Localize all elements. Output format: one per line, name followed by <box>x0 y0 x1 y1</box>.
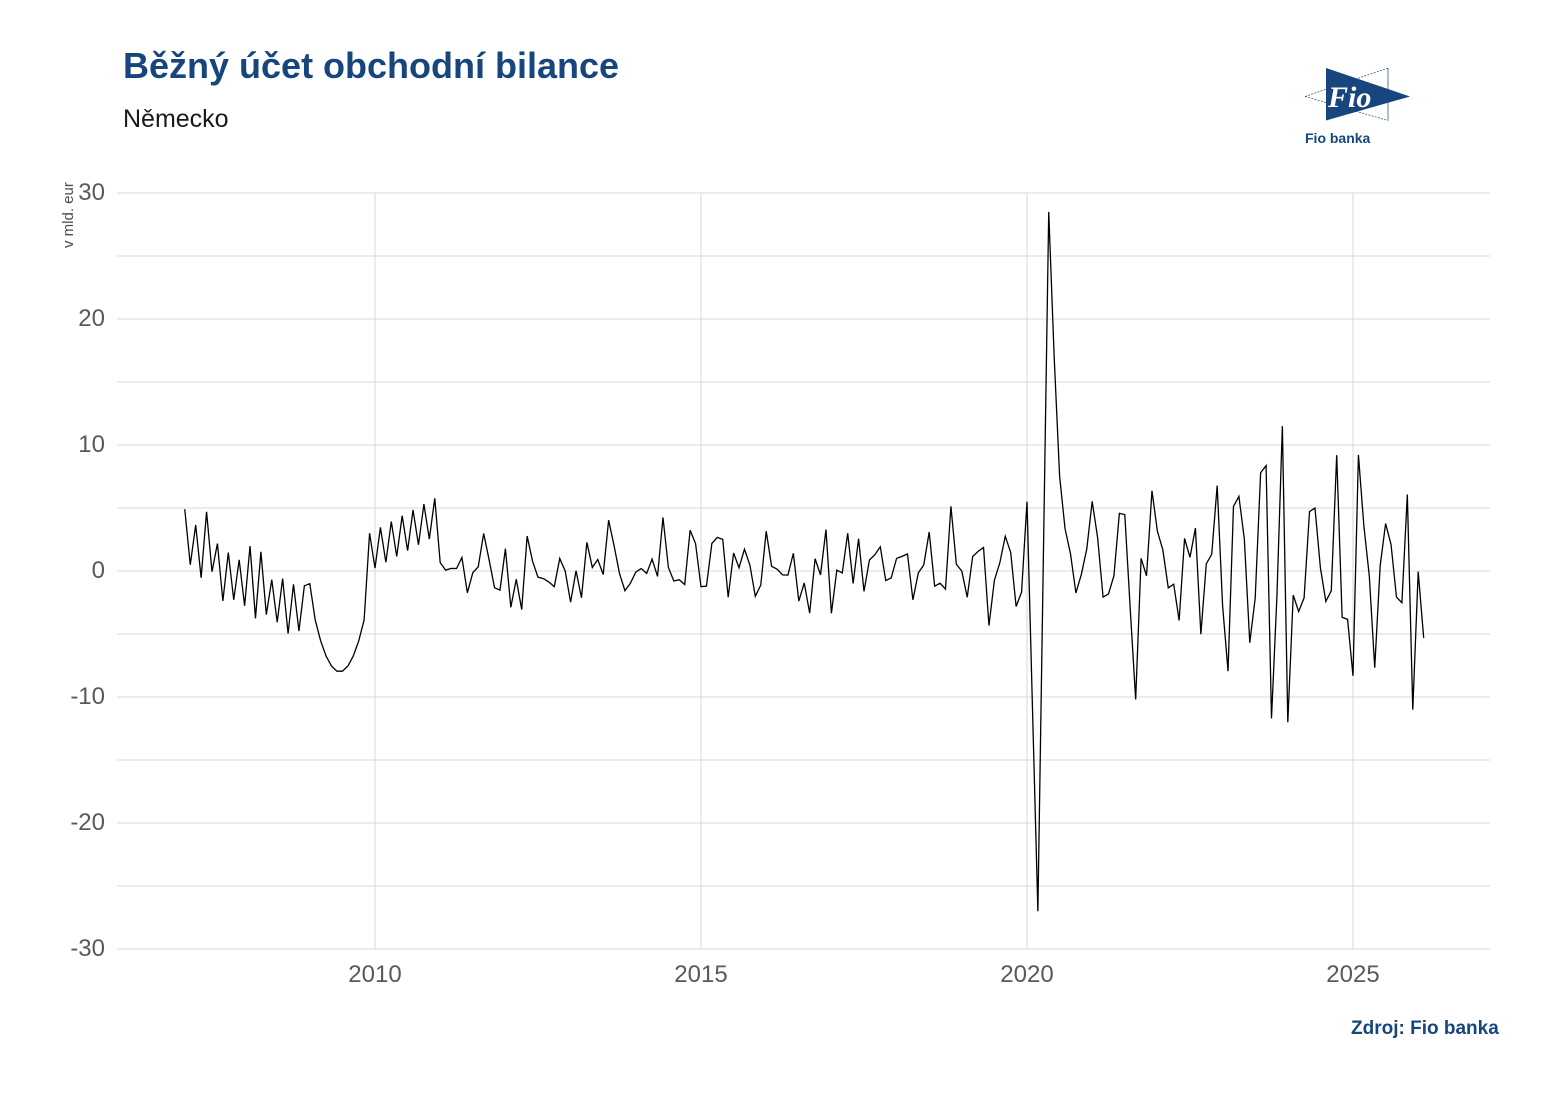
svg-text:30: 30 <box>78 179 105 206</box>
svg-text:20: 20 <box>78 305 105 332</box>
svg-text:0: 0 <box>92 557 105 584</box>
svg-text:-10: -10 <box>70 683 105 710</box>
svg-text:2025: 2025 <box>1326 961 1379 988</box>
svg-text:-20: -20 <box>70 809 105 836</box>
svg-text:2015: 2015 <box>674 961 727 988</box>
svg-text:-30: -30 <box>70 935 105 962</box>
svg-text:10: 10 <box>78 431 105 458</box>
svg-text:2010: 2010 <box>348 961 401 988</box>
svg-text:2020: 2020 <box>1000 961 1053 988</box>
